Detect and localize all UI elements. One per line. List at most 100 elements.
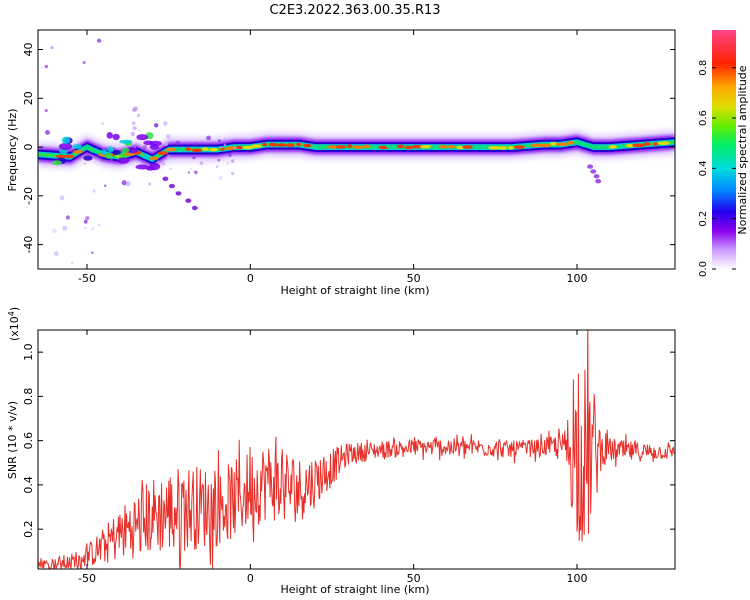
band-hotspot <box>277 143 287 147</box>
spectral-speckle <box>228 153 232 157</box>
spectral-blob <box>117 157 130 164</box>
spectral-speckle <box>44 64 48 69</box>
band-hotspot <box>72 150 84 154</box>
spectral-speckle <box>97 223 101 227</box>
band-hotspot <box>250 144 263 148</box>
band-hotspot <box>157 151 169 155</box>
band-hotspot <box>185 147 192 151</box>
spectral-speckle <box>70 261 74 265</box>
band-hotspot <box>550 141 557 146</box>
band-hotspot <box>319 144 329 148</box>
spectral-speckle <box>136 113 141 118</box>
band-hotspot <box>242 145 254 150</box>
y-tick-label: 0.4 <box>22 476 35 494</box>
spectrogram-frame <box>37 29 676 270</box>
spectral-speckle <box>52 228 57 233</box>
spectral-speckle <box>175 140 181 146</box>
colorbar-tick-label: 0.0 <box>698 261 709 277</box>
band-hotspot <box>201 147 209 151</box>
spectral-speckle <box>44 109 48 112</box>
spectral-blob <box>122 147 130 153</box>
figure-title: C2E3.2022.363.00.35.R13 <box>269 3 440 18</box>
x-tick-label: 0 <box>247 572 254 585</box>
spectral-blob <box>119 139 133 144</box>
band-hotspot <box>55 154 66 159</box>
y-tick-label: 1.0 <box>22 343 35 361</box>
x-tick-label: 50 <box>407 272 421 285</box>
band-hotspot <box>582 143 593 148</box>
band-hotspot <box>566 140 575 145</box>
band-hotspot <box>652 142 659 146</box>
snr-frame <box>37 329 676 570</box>
band-hotspot <box>429 146 440 150</box>
spectral-speckle <box>215 165 219 169</box>
spectral-speckle <box>97 38 102 43</box>
band-hotspot <box>396 144 405 149</box>
colorbar-tick-label: 0.2 <box>698 211 709 227</box>
spectral-speckle <box>169 167 173 171</box>
spectral-speckle <box>223 143 226 146</box>
spectral-speckle <box>231 159 235 163</box>
spectral-speckle <box>110 158 113 161</box>
spectral-tail <box>191 205 198 211</box>
y-tick-label: 0.6 <box>22 432 35 450</box>
band-hotspot <box>370 145 380 149</box>
spectral-speckle <box>142 144 147 149</box>
spectral-speckle <box>101 122 104 125</box>
spectral-speckle <box>45 130 50 135</box>
snr-x-ticks: -50 0 50 100 <box>78 330 588 585</box>
spectral-blob <box>83 155 93 161</box>
spectral-tail <box>162 176 169 181</box>
spectral-speckle <box>223 137 226 140</box>
colorbar-ticks: 0.0 0.2 0.4 0.6 0.8 <box>698 60 736 277</box>
x-tick-label: -50 <box>78 572 96 585</box>
spectrogram-x-axis-label: Height of straight line (km) <box>280 284 429 297</box>
band-hotspot <box>555 142 569 147</box>
band-hotspot <box>456 145 464 150</box>
band-hotspot <box>608 145 617 149</box>
colorbar-tick-label: 0.6 <box>698 110 709 126</box>
band-inner <box>38 139 675 163</box>
band-hotspot <box>165 147 178 152</box>
x-tick-label: 100 <box>567 572 588 585</box>
spectral-blob <box>135 164 149 170</box>
snr-y-axis-label: SNR (10 * v/v) <box>6 401 19 479</box>
spectral-blob <box>125 147 138 154</box>
spectral-speckle <box>133 106 138 112</box>
spectral-tail <box>587 164 594 169</box>
band-hotspot <box>481 145 490 150</box>
band-hotspot <box>642 142 652 146</box>
spectral-blob <box>100 149 108 156</box>
band-hotspot <box>592 145 599 150</box>
spectral-speckle <box>138 129 141 132</box>
colorbar-tick-label: 0.4 <box>698 160 709 176</box>
spectral-speckle <box>218 176 223 181</box>
band-hotspot <box>488 146 500 150</box>
spectral-speckle <box>194 142 198 146</box>
spectral-speckle <box>226 162 229 165</box>
band-hotspot <box>438 144 448 149</box>
spectral-speckle <box>187 171 191 174</box>
band-hotspot <box>363 144 370 149</box>
spectral-blob <box>112 133 120 141</box>
band-hotspot <box>524 143 532 148</box>
spectral-blob <box>105 153 113 159</box>
spectral-speckle <box>161 161 166 166</box>
spectral-speckle <box>41 66 44 69</box>
band-hotspot <box>404 145 414 150</box>
band-hotspot <box>90 149 100 153</box>
spectral-blob <box>72 144 82 150</box>
band-hotspot <box>285 143 295 147</box>
spectral-speckle <box>219 146 223 149</box>
spectral-blob <box>106 132 113 139</box>
band-hotspot <box>539 143 551 148</box>
band-hotspot <box>462 145 475 149</box>
band-hotspot <box>262 142 268 147</box>
spectral-speckle <box>132 126 137 131</box>
y-tick-label: 40 <box>22 43 35 57</box>
spectral-speckle <box>130 131 136 137</box>
band-hotspot <box>513 145 526 149</box>
spectral-speckle <box>82 61 86 64</box>
band-hotspot <box>632 143 645 148</box>
spectral-speckle <box>163 121 168 126</box>
